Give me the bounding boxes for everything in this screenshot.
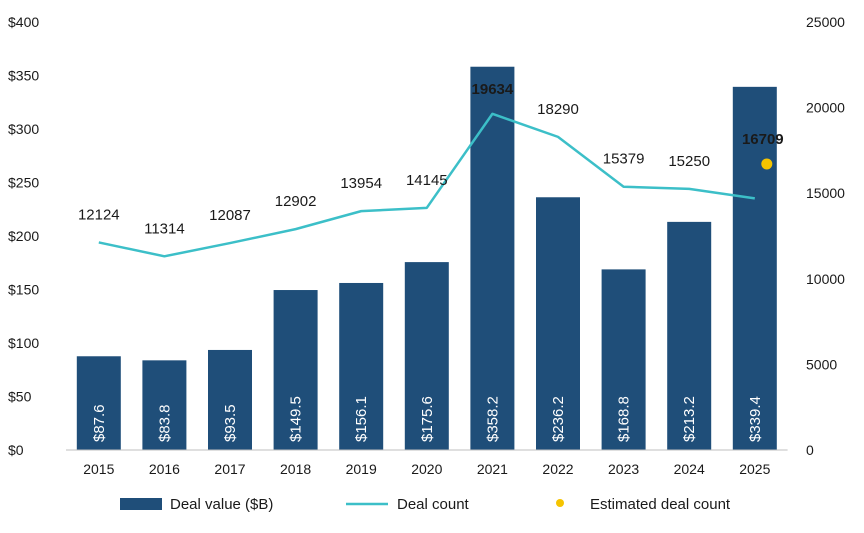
bar: [732, 86, 777, 450]
x-tick-label: 2019: [346, 461, 377, 477]
y-right-tick-label: 20000: [806, 100, 845, 116]
deal-count-label: 14145: [406, 172, 448, 189]
bar: [404, 262, 449, 450]
y-right-tick-label: 25000: [806, 14, 845, 30]
bar: [536, 197, 580, 450]
x-tick-label: 2018: [280, 461, 311, 477]
bar-value-label: $149.5: [288, 396, 305, 442]
y-left-tick-label: $350: [8, 68, 39, 84]
bar: [76, 356, 121, 450]
legend-label: Deal value ($B): [170, 496, 273, 513]
bar: [273, 290, 318, 450]
y-left-tick-label: $150: [8, 282, 39, 298]
y-right-tick-label: 10000: [806, 271, 845, 287]
y-left-tick-label: $0: [8, 442, 24, 458]
bar: [339, 282, 384, 450]
y-right-tick-label: 15000: [806, 185, 845, 201]
bar-value-label: $339.4: [747, 396, 764, 442]
bar-value-label: $83.8: [156, 404, 173, 442]
y-left-tick-label: $250: [8, 175, 39, 191]
y-left-tick-label: $300: [8, 121, 39, 137]
deal-count-label: 11314: [144, 220, 185, 237]
deal-count-label: 19634: [472, 81, 514, 98]
x-tick-label: 2015: [83, 461, 114, 477]
bar: [601, 269, 646, 450]
bar: [208, 349, 252, 450]
deal-count-line: [98, 112, 755, 258]
bar: [667, 221, 712, 450]
x-tick-label: 2023: [608, 461, 639, 477]
y-left-tick-label: $50: [8, 389, 32, 405]
bar-value-label: $168.8: [616, 396, 633, 442]
x-tick-label: 2025: [739, 461, 770, 477]
line-series: 12124 11314 12087 12902 13954 14145 19634 18290…: [78, 81, 784, 258]
estimated-deal-count-point: [761, 158, 773, 170]
deal-count-label: 12124: [78, 206, 120, 223]
bar-value-label: $358.2: [484, 396, 501, 442]
deal-count-label: 15250: [668, 153, 710, 170]
y-left-tick-label: $100: [8, 335, 39, 351]
estimated-deal-count-label: 16709: [742, 131, 784, 148]
right-axis: 0 5000 10000 15000 20000 25000: [806, 14, 845, 458]
x-tick-label: 2024: [674, 461, 705, 477]
x-axis-ticks: 2015 2016 2017 2018 2019 2020 2021 2022 2023 2024…: [83, 461, 770, 477]
deal-count-label: 12902: [275, 193, 317, 210]
bar-value-label: $175.6: [419, 396, 436, 442]
x-tick-label: 2020: [411, 461, 442, 477]
deal-count-label: 15379: [603, 151, 645, 168]
left-axis: $0 $50 $100 $150 $200 $250 $300 $350 $400: [8, 14, 39, 458]
bar-value-label: $87.6: [91, 404, 108, 442]
x-tick-label: 2017: [214, 461, 245, 477]
y-right-tick-label: 0: [806, 442, 814, 458]
legend-dot-swatch: [556, 499, 564, 507]
bar-value-label: $93.5: [222, 404, 239, 442]
bar-series: $87.6 $83.8 $93.5 $149.5 $156.1 $175.6 $358.2 $…: [76, 66, 777, 450]
legend-label: Estimated deal count: [590, 496, 731, 513]
y-right-tick-label: 5000: [806, 356, 837, 372]
bar-value-label: $156.1: [353, 396, 370, 442]
bar: [470, 66, 515, 450]
x-tick-label: 2022: [542, 461, 573, 477]
bar-value-label: $213.2: [681, 396, 698, 442]
legend-label: Deal count: [397, 496, 470, 513]
x-tick-label: 2016: [149, 461, 180, 477]
deal-count-label: 18290: [537, 101, 579, 118]
legend[interactable]: Deal value ($B) Deal count Estimated deal …: [120, 496, 731, 513]
bar: [142, 360, 187, 450]
x-tick-label: 2021: [477, 461, 508, 477]
deal-count-label: 13954: [340, 175, 382, 192]
deal-count-label: 12087: [209, 207, 251, 224]
legend-bar-swatch: [120, 498, 162, 510]
y-left-tick-label: $400: [8, 14, 39, 30]
y-left-tick-label: $200: [8, 228, 39, 244]
bar-value-label: $236.2: [550, 396, 567, 442]
